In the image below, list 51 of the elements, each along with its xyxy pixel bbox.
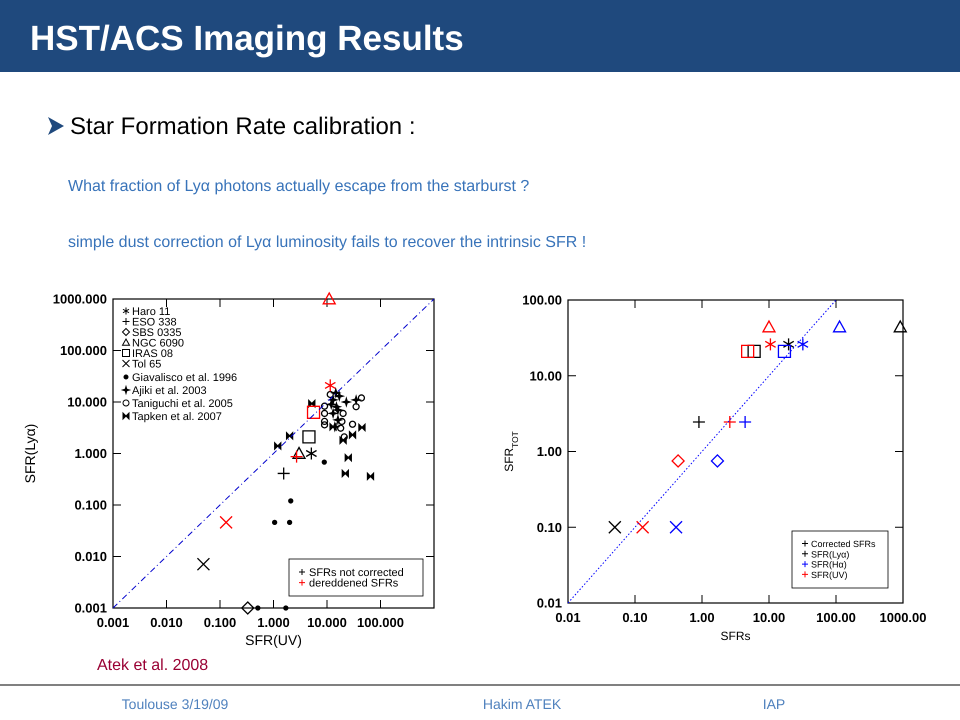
legend-label: SBS 0335 bbox=[132, 327, 182, 339]
x-tick-label: 0.001 bbox=[96, 615, 130, 630]
y-tick-label: 0.010 bbox=[74, 549, 107, 564]
y-tick-label: 10.00 bbox=[529, 368, 562, 384]
annotation: SFRs not corrected bbox=[309, 567, 404, 579]
y-tick-label: 1.00 bbox=[536, 444, 562, 459]
legend-label: SFR(Hα) bbox=[811, 560, 847, 570]
legend-title: Corrected SFRs bbox=[811, 539, 876, 549]
x-tick-label: 1000.00 bbox=[880, 610, 926, 625]
legend-label: Tapken et al. 2007 bbox=[132, 411, 222, 423]
legend-label: Haro 11 bbox=[132, 306, 170, 318]
x-tick-label: 1.000 bbox=[257, 615, 290, 630]
y-tick-label: 100.00 bbox=[522, 292, 562, 308]
x-tick-label: 0.01 bbox=[555, 610, 581, 625]
y-tick-label: 0.001 bbox=[74, 600, 107, 616]
legend-label: Ajiki et al. 2003 bbox=[132, 385, 207, 397]
text: Toulouse 3/19/09 bbox=[122, 696, 229, 712]
annotation: dereddened SFRs bbox=[309, 578, 399, 590]
legend-label: Giavalisco et al. 1996 bbox=[132, 372, 238, 384]
x-tick-label: 100.000 bbox=[357, 615, 404, 630]
y-tick-label: 10.000 bbox=[67, 394, 107, 410]
legend-label: IRAS 08 bbox=[132, 348, 173, 360]
legend-label: Taniguchi et al. 2005 bbox=[132, 398, 233, 410]
y-tick-label: 0.10 bbox=[536, 520, 562, 535]
legend-label: NGC 6090 bbox=[132, 338, 184, 350]
y-tick-label: 0.100 bbox=[74, 498, 107, 512]
legend-label: SFR(UV) bbox=[811, 570, 848, 580]
x-tick-label: 100.00 bbox=[816, 610, 856, 625]
y-tick-label: 0.01 bbox=[536, 596, 562, 610]
x-axis-title: SFR(UV) bbox=[245, 632, 302, 648]
text: What fraction of Lyα photons actually escape from the starburst ? bbox=[68, 178, 530, 195]
x-tick-label: 0.10 bbox=[622, 610, 648, 625]
text: Star Formation Rate calibration : bbox=[70, 113, 416, 140]
x-tick-label: 10.000 bbox=[307, 615, 347, 630]
legend-label: ESO 338 bbox=[132, 316, 177, 328]
x-tick-label: 0.100 bbox=[204, 615, 236, 630]
text: IAP bbox=[762, 696, 786, 712]
legend-label: SFR(Lyα) bbox=[811, 549, 850, 560]
x-tick-label: 1.00 bbox=[689, 610, 715, 625]
y-tick-label: 1.000 bbox=[74, 446, 107, 461]
y-tick-label: 100.000 bbox=[60, 343, 107, 358]
x-tick-label: 10.00 bbox=[752, 610, 786, 625]
text: Hakim ATEK bbox=[482, 696, 562, 712]
x-tick-label: 0.010 bbox=[150, 615, 183, 630]
y-axis-title: SFR(Lyα) bbox=[22, 424, 38, 484]
x-axis-title: SFRs bbox=[720, 629, 750, 643]
legend-label: Tol 65 bbox=[132, 358, 162, 370]
y-tick-label: 1000.000 bbox=[52, 292, 107, 306]
text: Atek et al. 2008 bbox=[97, 657, 208, 674]
text: simple dust correction of Lyα luminosity fails to recover the intrinsic SFR ! bbox=[68, 234, 586, 251]
text: HST/ACS Imaging Results bbox=[30, 19, 464, 58]
